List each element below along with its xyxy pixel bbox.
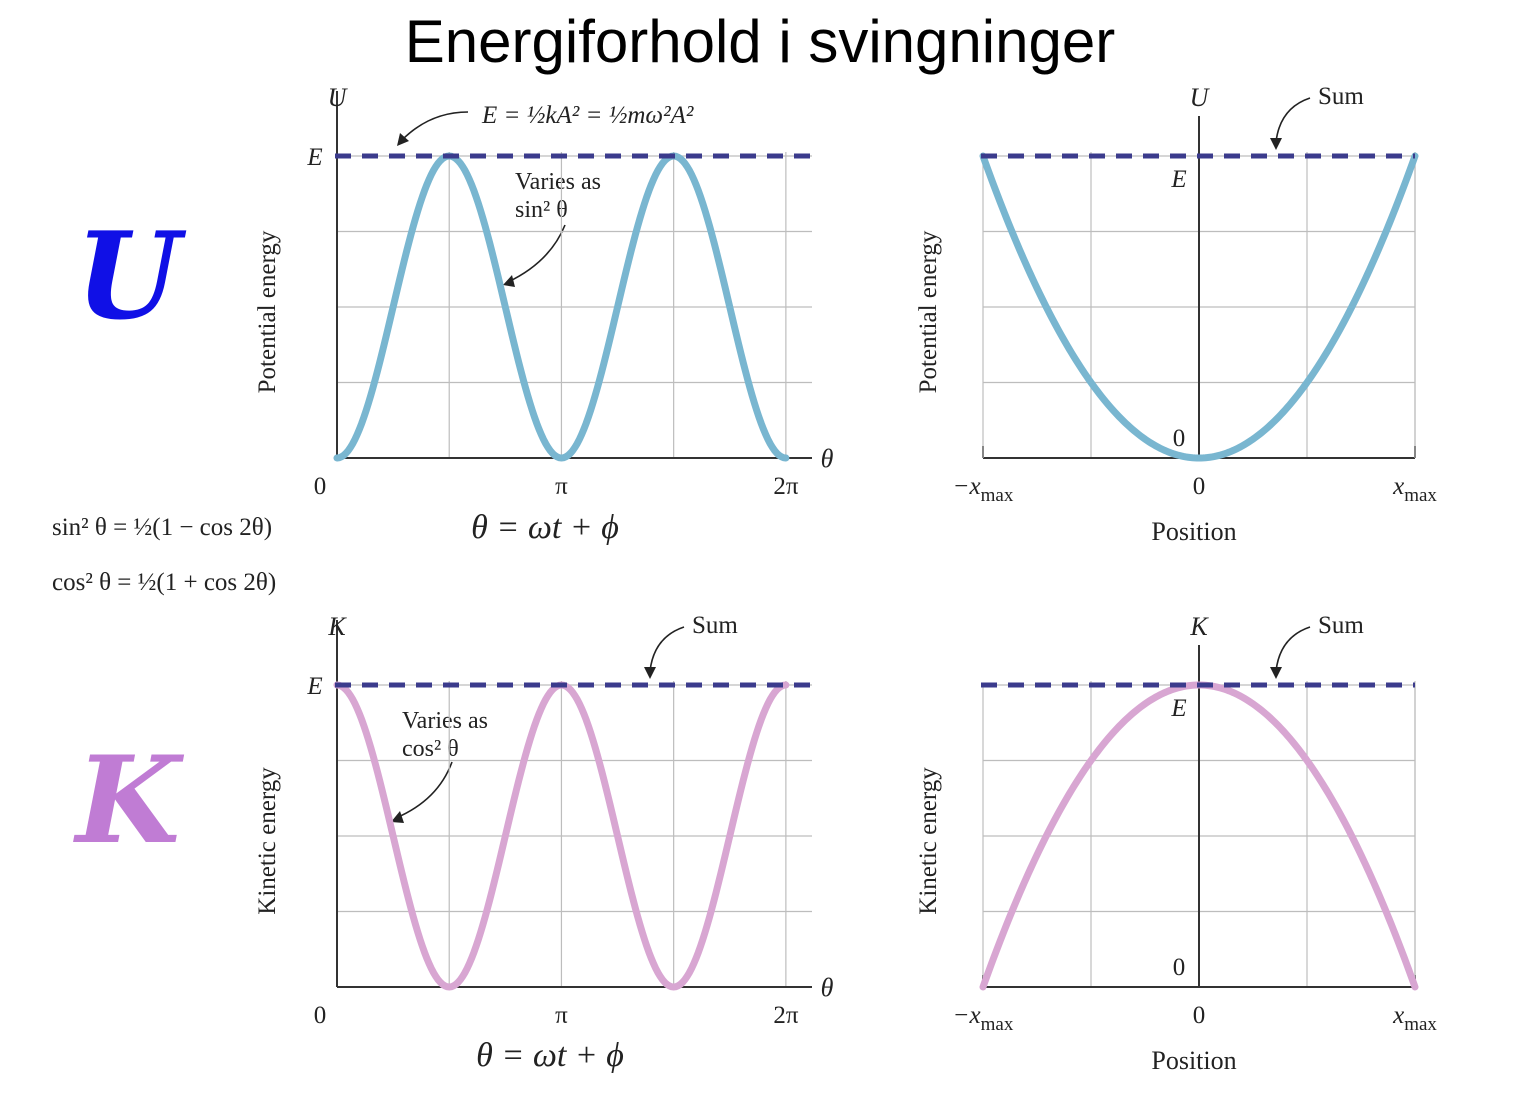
theta-formula-top: θ = ωt + ϕ <box>471 509 619 546</box>
x-axis-label: Position <box>1151 517 1236 546</box>
sum-label-bottom-right: Sum <box>1318 612 1364 639</box>
x-tick-label: 0 <box>1193 473 1206 500</box>
theta-formula-bottom: θ = ωt + ϕ <box>476 1037 624 1074</box>
x-tick-label: 2π <box>773 1002 799 1029</box>
sum-arrow-bottom-right <box>1275 626 1311 672</box>
y-axis-label: Potential energy <box>915 230 942 393</box>
potential-vs-position-panel: U Position Potential energy −xmax 0 xmax E 0 <box>915 83 1437 546</box>
x-tick-subscript: max <box>1404 485 1437 506</box>
y-tick-label: E <box>1170 166 1186 193</box>
x-tick-subscript: max <box>1404 1014 1437 1035</box>
sum-arrowhead-bottom-right <box>1270 667 1282 679</box>
y-tick-label: 0 <box>1173 425 1186 452</box>
y-tick-label: E <box>306 673 322 700</box>
energy-formula: E = ½kA² = ½mω²A² <box>481 102 694 129</box>
cos2-annotation: cos² θ <box>402 736 459 762</box>
big-letter-u: U <box>76 206 187 347</box>
varies-as-label-top: Varies as <box>515 169 601 195</box>
y-tick-label: E <box>1170 695 1186 722</box>
kinetic-vs-position-panel: K Position Kinetic energy −xmax 0 xmax E 0 <box>915 612 1437 1075</box>
y-axis-label: Kinetic energy <box>254 767 281 915</box>
sum-arrow-top-right <box>1275 97 1311 143</box>
sin2-arrowhead <box>503 275 515 287</box>
energy-curve <box>333 152 790 462</box>
x-tick-label: −xmax <box>953 473 1014 506</box>
x-tick-subscript: max <box>981 1014 1014 1035</box>
sum-label-bottom-left: Sum <box>692 612 738 639</box>
charts-group: Uθ Potential energy 0 π 2π E U Position Potentia… <box>254 83 1437 1075</box>
sum-arrowhead-bottom-left <box>644 667 656 679</box>
x-tick-label: xmax <box>1392 1002 1437 1035</box>
y-axis-symbol: K <box>327 612 347 641</box>
sin2-annotation: sin² θ <box>515 197 568 223</box>
sum-arrow-bottom-left <box>649 626 685 672</box>
page-title: Energiforhold i svingninger <box>405 8 1115 75</box>
potential-vs-theta-panel: Uθ Potential energy 0 π 2π E <box>254 83 834 500</box>
y-axis-label: Kinetic energy <box>915 767 942 915</box>
x-tick-label: 0 <box>1193 1002 1206 1029</box>
y-axis-label: Potential energy <box>254 230 281 393</box>
y-axis-symbol: K <box>1189 612 1209 641</box>
x-tick-label: 0 <box>314 473 327 500</box>
sin2-arrow <box>507 224 566 283</box>
x-tick-label: π <box>555 1002 568 1029</box>
energy-formula-arrow <box>401 111 469 141</box>
sum-label-top-right: Sum <box>1318 83 1364 110</box>
x-tick-subscript: max <box>981 485 1014 506</box>
x-axis-label: Position <box>1151 1046 1236 1075</box>
x-tick-label: −xmax <box>953 1002 1014 1035</box>
cos-squared-identity: cos² θ = ½(1 + cos 2θ) <box>52 569 276 596</box>
x-tick-label: π <box>555 473 568 500</box>
cos2-arrow <box>395 761 453 819</box>
x-tick-label: 0 <box>314 1002 327 1029</box>
big-letter-k: K <box>73 730 185 871</box>
kinetic-vs-theta-panel: Kθ Kinetic energy 0 π 2π E <box>254 612 834 1029</box>
x-tick-label: 2π <box>773 473 799 500</box>
x-tick-label: xmax <box>1392 473 1437 506</box>
energy-curve <box>979 152 1419 462</box>
y-tick-label: 0 <box>1173 954 1186 981</box>
cos2-arrowhead <box>391 811 404 823</box>
energy-formula-arrowhead <box>397 133 409 146</box>
y-tick-label: E <box>306 144 322 171</box>
sum-arrowhead-top-right <box>1270 138 1282 150</box>
y-axis-symbol: U <box>1190 83 1211 112</box>
x-axis-symbol: θ <box>821 973 834 1002</box>
sin-squared-identity: sin² θ = ½(1 − cos 2θ) <box>52 514 272 541</box>
varies-as-label-bottom: Varies as <box>402 708 488 734</box>
y-axis-symbol: U <box>328 83 349 112</box>
x-axis-symbol: θ <box>821 444 834 473</box>
